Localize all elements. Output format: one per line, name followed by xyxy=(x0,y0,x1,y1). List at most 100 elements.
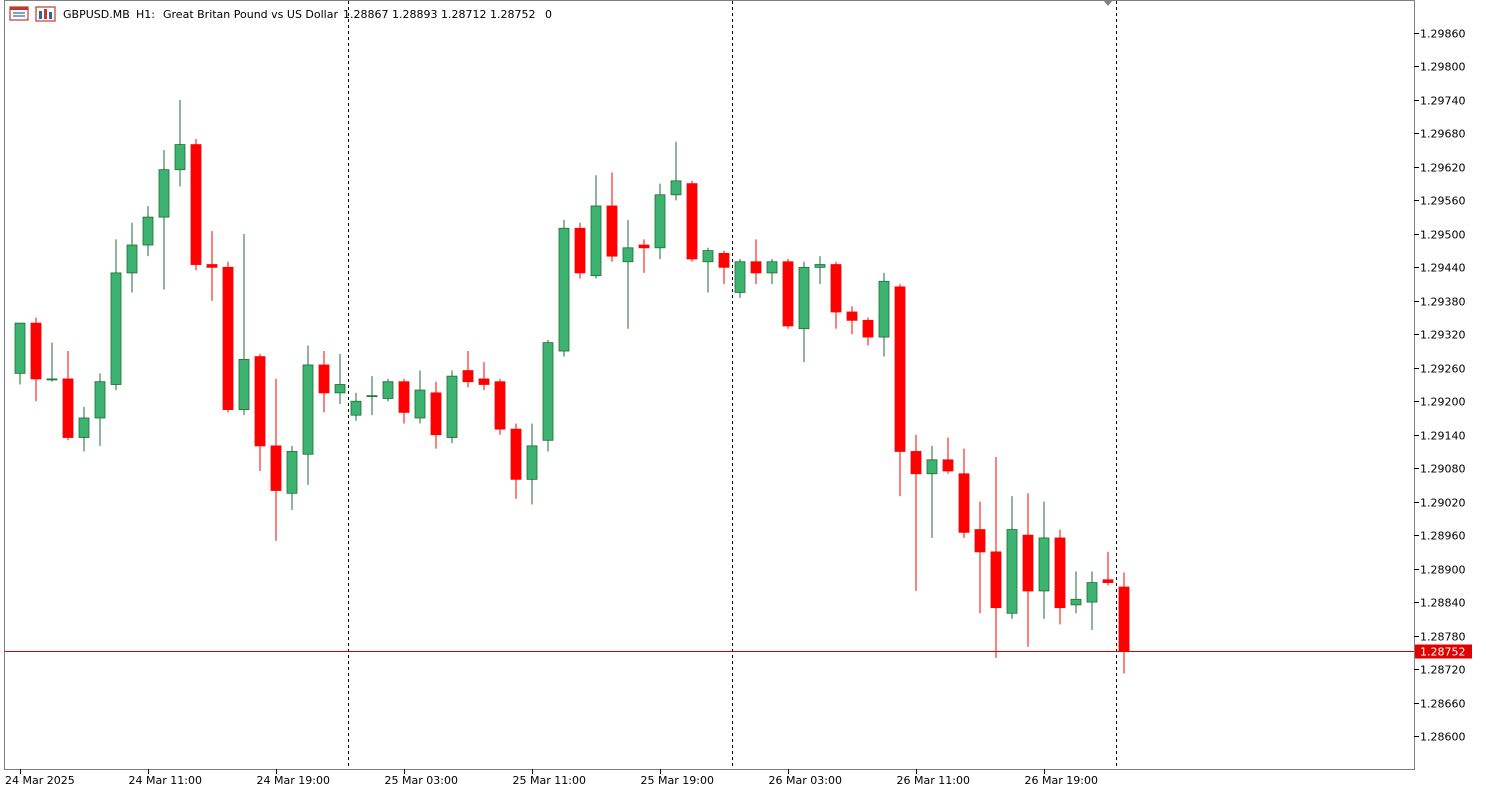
candle xyxy=(78,406,90,452)
candle-body-bull xyxy=(926,459,938,475)
candle xyxy=(446,370,458,444)
candle-body-bull xyxy=(622,247,634,263)
candle xyxy=(254,353,266,471)
price-tick-label: 1.29080 xyxy=(1420,463,1466,476)
price-tick-label: 1.29500 xyxy=(1420,229,1466,242)
candle-body-bear xyxy=(718,252,730,268)
candle-body-bull xyxy=(654,194,666,249)
candle xyxy=(894,284,906,497)
candle xyxy=(958,448,970,538)
price-tick-label: 1.29680 xyxy=(1420,128,1466,141)
candle-body-bull xyxy=(590,205,602,277)
plot-area[interactable] xyxy=(4,0,1415,770)
candle xyxy=(478,362,490,391)
chart-bars-icon[interactable] xyxy=(35,6,56,22)
chart-shift-marker-icon[interactable] xyxy=(1103,0,1113,6)
candle xyxy=(830,261,842,329)
candle xyxy=(334,353,346,405)
time-tick-label: 25 Mar 19:00 xyxy=(641,774,714,787)
candle-body-bull xyxy=(238,358,250,411)
candle xyxy=(174,99,186,187)
candle-body-bull xyxy=(174,144,186,171)
time-axis[interactable]: 24 Mar 2025 24 Mar 11:00 24 Mar 19:00 25 Ma… xyxy=(5,769,1098,787)
price-axis[interactable]: 1.29860 1.29800 1.29740 1.29680 1.29620 1.295… xyxy=(1414,28,1466,744)
candle-body-bull xyxy=(286,451,298,494)
candle-body-bull xyxy=(878,280,890,338)
candle-body-bull xyxy=(14,322,26,374)
candle xyxy=(990,457,1002,658)
candle-body-bull xyxy=(446,375,458,438)
candle xyxy=(286,445,298,511)
candle-body-bear xyxy=(974,529,986,553)
candle-body-bull xyxy=(766,261,778,274)
candle xyxy=(734,258,746,299)
candle xyxy=(750,239,762,285)
current-price-tag: 1.28752 xyxy=(1415,644,1472,659)
candle xyxy=(270,378,282,541)
candle xyxy=(302,345,314,485)
candle-body-bear xyxy=(254,356,266,447)
candle-body-bear xyxy=(942,459,954,472)
price-tick-label: 1.29740 xyxy=(1420,95,1466,108)
candle-body-bear xyxy=(1054,537,1066,609)
time-tick-label: 25 Mar 11:00 xyxy=(513,774,586,787)
candle-body-bull xyxy=(366,395,378,398)
candle-body-bull xyxy=(734,261,746,293)
candle-body-bear xyxy=(318,364,330,394)
candle-body-bull xyxy=(1070,598,1082,606)
candle xyxy=(382,378,394,402)
price-tick-label: 1.28900 xyxy=(1420,564,1466,577)
candle xyxy=(1022,493,1034,647)
candle-body-bear xyxy=(958,473,970,533)
candle-body-bear xyxy=(686,183,698,260)
candle-body-bull xyxy=(414,389,426,419)
candle-body-bear xyxy=(510,428,522,480)
price-tick-label: 1.29440 xyxy=(1420,262,1466,275)
candle-body-bull xyxy=(702,250,714,263)
candle xyxy=(606,172,618,262)
candle-body-bull xyxy=(302,364,314,455)
candle-body-bear xyxy=(638,244,650,249)
price-tick-label: 1.28720 xyxy=(1420,664,1466,677)
price-tick-label: 1.29140 xyxy=(1420,430,1466,443)
candle xyxy=(766,258,778,285)
candle xyxy=(718,250,730,285)
candle xyxy=(1102,551,1114,586)
price-tick-label: 1.29200 xyxy=(1420,396,1466,409)
candle-body-bull xyxy=(158,169,170,218)
candle xyxy=(686,180,698,262)
candle-body-bear xyxy=(398,381,410,413)
price-tick-label: 1.28660 xyxy=(1420,698,1466,711)
candle xyxy=(350,392,362,421)
candle-body-bear xyxy=(62,378,74,438)
candle-body-bull xyxy=(126,244,138,274)
candle xyxy=(1070,571,1082,614)
time-tick-label: 24 Mar 2025 xyxy=(5,774,75,787)
candle-body-bull xyxy=(542,342,554,441)
time-tick-label: 26 Mar 03:00 xyxy=(769,774,842,787)
volume-value: 0 xyxy=(545,8,552,21)
candle-body-bull xyxy=(1038,537,1050,592)
candle-body-bear xyxy=(478,378,490,385)
candle-body-bull xyxy=(526,445,538,480)
time-tick-label: 24 Mar 11:00 xyxy=(129,774,202,787)
candle xyxy=(702,247,714,293)
candle-body-bear xyxy=(30,322,42,380)
candle xyxy=(526,423,538,505)
day-separators xyxy=(348,1,1117,769)
candle xyxy=(878,272,890,357)
chart-window-icon[interactable] xyxy=(9,6,29,21)
candle xyxy=(1006,496,1018,619)
candle-body-bear xyxy=(462,370,474,383)
candle xyxy=(638,239,650,273)
candle xyxy=(14,322,26,385)
candle xyxy=(110,239,122,391)
candle-body-bear xyxy=(574,227,586,274)
price-tick-label: 1.28840 xyxy=(1420,597,1466,610)
candle xyxy=(494,378,506,435)
candles xyxy=(14,99,1130,674)
candle-body-bear xyxy=(830,264,842,313)
candle xyxy=(206,231,218,301)
candle-body-bear xyxy=(750,261,762,274)
